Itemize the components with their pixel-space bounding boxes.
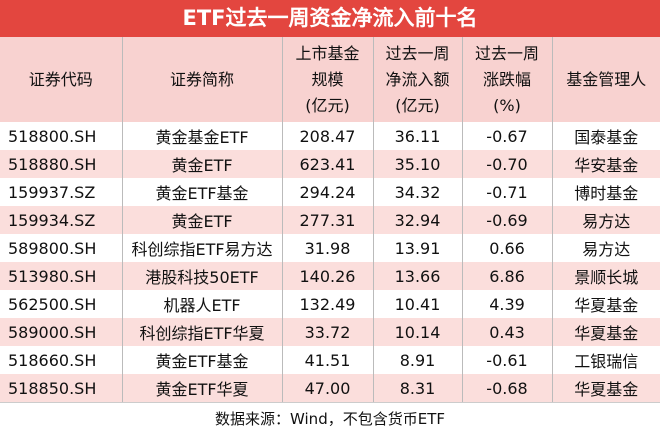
table-cell: 黄金ETF华夏 xyxy=(122,374,282,402)
table-cell: 13.91 xyxy=(373,234,462,262)
table-cell: 机器人ETF xyxy=(122,290,282,318)
table-cell: 589800.SH xyxy=(0,234,122,262)
table-cell: 华夏基金 xyxy=(552,318,660,346)
header-line: 规模 xyxy=(283,67,373,93)
header-line: 净流入额 xyxy=(374,67,462,93)
table-cell: 518800.SH xyxy=(0,122,122,150)
table-cell: -0.69 xyxy=(462,206,552,234)
header-line: (亿元) xyxy=(374,93,462,119)
table-cell: 4.39 xyxy=(462,290,552,318)
table-cell: -0.61 xyxy=(462,346,552,374)
table-cell: 277.31 xyxy=(282,206,373,234)
table-cell: -0.70 xyxy=(462,150,552,178)
header-line: 过去一周 xyxy=(463,41,552,67)
footer: 数据来源：Wind，不包含货币ETF xyxy=(0,402,660,435)
table: 证券代码证券简称上市基金规模(亿元)过去一周净流入额(亿元)过去一周涨跌幅(%)… xyxy=(0,37,660,402)
table-cell: 国泰基金 xyxy=(552,122,660,150)
table-cell: 294.24 xyxy=(282,178,373,206)
header-line: (亿元) xyxy=(283,93,373,119)
table-cell: 博时基金 xyxy=(552,178,660,206)
table-cell: 34.32 xyxy=(373,178,462,206)
table-cell: 华安基金 xyxy=(552,150,660,178)
table-cell: 0.43 xyxy=(462,318,552,346)
header-line: 基金管理人 xyxy=(553,67,660,93)
header-line: 上市基金 xyxy=(283,41,373,67)
table-cell: 140.26 xyxy=(282,262,373,290)
header-line: (%) xyxy=(463,93,552,119)
table-cell: 科创综指ETF易方达 xyxy=(122,234,282,262)
header-cell: 过去一周净流入额(亿元) xyxy=(373,37,462,122)
table-cell: 513980.SH xyxy=(0,262,122,290)
table-cell: 港股科技50ETF xyxy=(122,262,282,290)
table-cell: 黄金ETF xyxy=(122,150,282,178)
table-cell: 31.98 xyxy=(282,234,373,262)
table-cell: -0.67 xyxy=(462,122,552,150)
table-cell: 41.51 xyxy=(282,346,373,374)
table-cell: -0.68 xyxy=(462,374,552,402)
table-cell: 8.91 xyxy=(373,346,462,374)
table-cell: 工银瑞信 xyxy=(552,346,660,374)
table-cell: 易方达 xyxy=(552,234,660,262)
table-cell: 208.47 xyxy=(282,122,373,150)
table-cell: 518850.SH xyxy=(0,374,122,402)
header-row: 证券代码证券简称上市基金规模(亿元)过去一周净流入额(亿元)过去一周涨跌幅(%)… xyxy=(0,37,660,122)
header-cell: 过去一周涨跌幅(%) xyxy=(462,37,552,122)
header-line: 证券代码 xyxy=(0,67,122,93)
table-cell: 159934.SZ xyxy=(0,206,122,234)
table-cell: 47.00 xyxy=(282,374,373,402)
table-cell: 黄金ETF基金 xyxy=(122,346,282,374)
table-cell: 159937.SZ xyxy=(0,178,122,206)
table-cell: -0.71 xyxy=(462,178,552,206)
table-cell: 6.86 xyxy=(462,262,552,290)
table-cell: 13.66 xyxy=(373,262,462,290)
table-cell: 623.41 xyxy=(282,150,373,178)
header-line: 过去一周 xyxy=(374,41,462,67)
table-cell: 518660.SH xyxy=(0,346,122,374)
table-cell: 8.31 xyxy=(373,374,462,402)
table-cell: 黄金ETF xyxy=(122,206,282,234)
table-cell: 黄金ETF基金 xyxy=(122,178,282,206)
table-cell: 35.10 xyxy=(373,150,462,178)
table-cell: 10.41 xyxy=(373,290,462,318)
table-cell: 132.49 xyxy=(282,290,373,318)
table-cell: 562500.SH xyxy=(0,290,122,318)
table-cell: 科创综指ETF华夏 xyxy=(122,318,282,346)
table-cell: 华夏基金 xyxy=(552,290,660,318)
table-cell: 景顺长城 xyxy=(552,262,660,290)
table-cell: 10.14 xyxy=(373,318,462,346)
table-cell: 0.66 xyxy=(462,234,552,262)
table-cell: 589000.SH xyxy=(0,318,122,346)
table-cell: 32.94 xyxy=(373,206,462,234)
header-cell: 证券代码 xyxy=(0,37,122,122)
table-cell: 易方达 xyxy=(552,206,660,234)
header-cell: 上市基金规模(亿元) xyxy=(282,37,373,122)
table-cell: 黄金基金ETF xyxy=(122,122,282,150)
header-line: 证券简称 xyxy=(123,67,282,93)
table-cell: 518880.SH xyxy=(0,150,122,178)
table-cell: 33.72 xyxy=(282,318,373,346)
header-line: 涨跌幅 xyxy=(463,67,552,93)
table-cell: 36.11 xyxy=(373,122,462,150)
table-cell: 华夏基金 xyxy=(552,374,660,402)
table-header: 证券代码证券简称上市基金规模(亿元)过去一周净流入额(亿元)过去一周涨跌幅(%)… xyxy=(0,37,660,122)
header-cell: 基金管理人 xyxy=(552,37,660,122)
title: ETF过去一周资金净流入前十名 xyxy=(0,0,660,37)
header-cell: 证券简称 xyxy=(122,37,282,122)
